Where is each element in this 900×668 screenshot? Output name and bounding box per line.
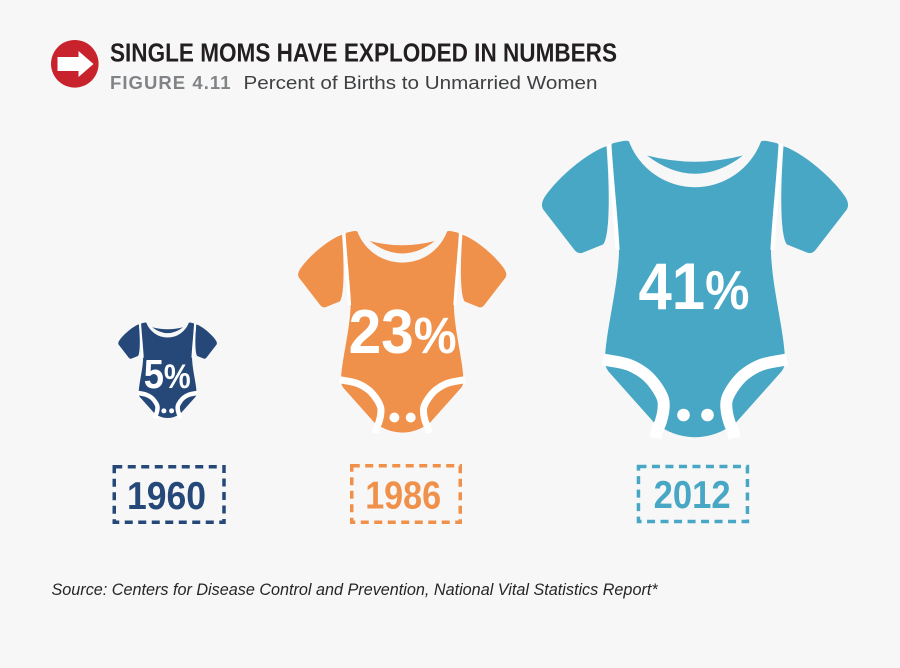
svg-text:Source: Centers for Disease Co: Source: Centers for Disease Control and … (52, 581, 659, 599)
svg-text:2012: 2012 (654, 474, 731, 517)
svg-text:23%: 23% (349, 298, 457, 367)
svg-text:Percent of Births to Unmarried: Percent of Births to Unmarried Women (244, 72, 598, 93)
svg-text:1986: 1986 (365, 475, 441, 518)
svg-text:FIGURE 4.11: FIGURE 4.11 (110, 72, 231, 93)
svg-text:41%: 41% (639, 249, 750, 323)
svg-text:1960: 1960 (127, 475, 206, 518)
svg-text:SINGLE MOMS HAVE EXPLODED IN N: SINGLE MOMS HAVE EXPLODED IN NUMBERS (110, 40, 617, 68)
svg-text:5%: 5% (144, 351, 191, 397)
